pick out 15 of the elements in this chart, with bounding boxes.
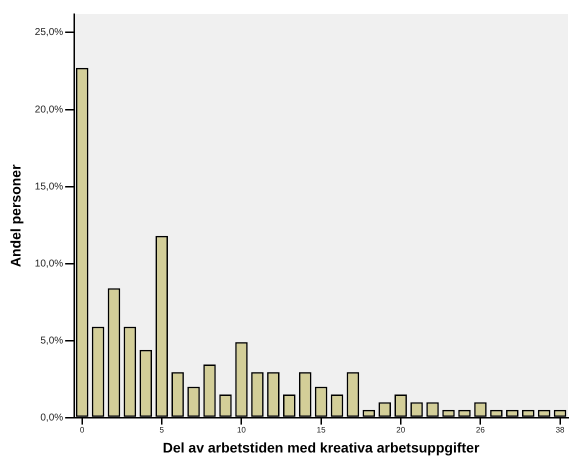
x-tick-label: 15: [316, 426, 326, 435]
y-tick-label: 15,0%: [34, 181, 64, 192]
y-tick-label: 25,0%: [34, 27, 64, 38]
x-tick-label: 20: [396, 426, 406, 435]
x-tick-label: 0: [80, 426, 85, 435]
x-axis-title: Del av arbetstiden med kreativa arbetsuppgifter: [162, 439, 480, 456]
y-tick-label: 20,0%: [34, 104, 64, 116]
y-axis-title: Andel personer: [7, 164, 24, 268]
y-tick-label: 10,0%: [34, 258, 64, 270]
x-tick-label: 5: [160, 426, 165, 435]
y-tick-label: 5,0%: [40, 335, 64, 346]
y-tick-label: 0,0%: [40, 412, 64, 424]
x-tick-label: 38: [556, 426, 566, 435]
x-tick-label: 10: [236, 426, 246, 435]
x-tick-label: 26: [476, 426, 486, 435]
